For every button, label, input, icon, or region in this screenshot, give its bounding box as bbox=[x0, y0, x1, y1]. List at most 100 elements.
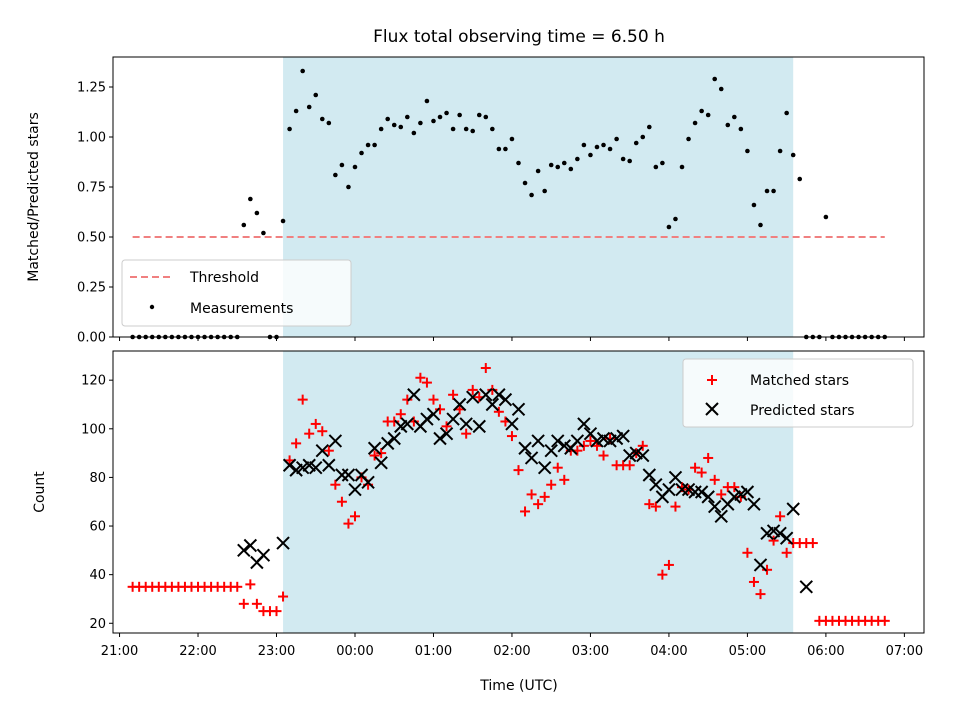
x-tick-label: 02:00 bbox=[493, 644, 530, 659]
x-tick-label: 03:00 bbox=[572, 644, 609, 659]
matched-stars-legend-swatch bbox=[707, 375, 717, 385]
measurement-point bbox=[568, 166, 574, 172]
matched-star-point bbox=[748, 576, 759, 587]
predicted-star-point bbox=[649, 477, 663, 492]
predicted-star-point bbox=[407, 388, 421, 402]
x-tick-label: 00:00 bbox=[336, 644, 373, 659]
measurement-point bbox=[319, 116, 325, 122]
matched-star-point bbox=[343, 518, 354, 529]
predicted-star-point bbox=[537, 460, 552, 475]
predicted-star-point bbox=[446, 412, 460, 426]
matched-star-point bbox=[578, 440, 589, 451]
predicted-star-point bbox=[662, 482, 676, 497]
bottom-y-axis-label: Count bbox=[32, 471, 48, 513]
matched-star-point bbox=[435, 404, 446, 415]
matched-star-point bbox=[310, 418, 321, 429]
matched-star-point bbox=[461, 428, 472, 439]
predicted-star-point bbox=[276, 536, 290, 550]
matched-star-point bbox=[650, 501, 661, 512]
measurement-point bbox=[457, 112, 462, 118]
observing-interval-shading-top bbox=[283, 57, 794, 337]
measurement-point bbox=[535, 168, 541, 174]
measurements-legend-swatch bbox=[149, 304, 155, 310]
predicted-star-point bbox=[479, 388, 493, 402]
predicted-star-point bbox=[675, 482, 689, 497]
predicted-star-point bbox=[570, 434, 585, 448]
matched-star-point bbox=[716, 489, 727, 500]
measurement-point bbox=[313, 92, 319, 98]
matched-star-point bbox=[775, 511, 786, 522]
matched-star-point bbox=[493, 406, 504, 417]
matched-star-point bbox=[552, 462, 563, 473]
measurement-point bbox=[352, 164, 358, 170]
observing-interval-band-top bbox=[283, 57, 794, 337]
predicted-star-point bbox=[636, 448, 650, 463]
predicted-star-point bbox=[492, 388, 506, 402]
predicted-star-point bbox=[616, 429, 630, 443]
measurement-point bbox=[647, 124, 652, 130]
predicted-star-point bbox=[708, 499, 722, 514]
predicted-star-point bbox=[341, 468, 356, 482]
measurement-point bbox=[306, 104, 312, 110]
measurement-point bbox=[476, 112, 482, 118]
predicted-star-point bbox=[387, 431, 401, 446]
matched-star-point bbox=[369, 450, 380, 461]
matched-star-point bbox=[441, 421, 452, 432]
measurement-point bbox=[418, 120, 423, 126]
predicted-star-point bbox=[380, 436, 395, 451]
bottom-y-tick-label: 120 bbox=[81, 374, 106, 389]
matched-star-point bbox=[395, 409, 406, 420]
top-panel: Flux total observing time = 6.50 h 0.000… bbox=[26, 27, 925, 346]
predicted-star-point bbox=[747, 497, 761, 511]
measurement-point bbox=[503, 146, 508, 152]
matched-star-point bbox=[762, 564, 773, 575]
measurement-point bbox=[692, 120, 698, 126]
bottom-legend-box bbox=[682, 358, 914, 428]
predicted-star-point bbox=[452, 397, 467, 412]
predicted-star-point bbox=[544, 443, 558, 458]
matched-star-point bbox=[591, 440, 602, 451]
measurement-point bbox=[437, 114, 443, 120]
measurement-point bbox=[758, 222, 763, 228]
predicted-star-point bbox=[753, 558, 768, 572]
measurement-point bbox=[699, 108, 704, 114]
matched-star-point bbox=[284, 455, 295, 466]
measurement-point bbox=[470, 128, 476, 134]
measurement-point bbox=[405, 114, 410, 120]
matched-star-point bbox=[238, 598, 249, 609]
x-tick-label: 23:00 bbox=[258, 644, 295, 659]
predicted-star-point bbox=[466, 390, 480, 404]
predicted-star-point bbox=[740, 485, 755, 499]
measurement-point bbox=[614, 136, 619, 142]
measurement-point bbox=[516, 160, 521, 166]
predicted-star-point bbox=[485, 397, 500, 412]
bottom-y-axis-ticks: 20 40 60 80 100 120 bbox=[81, 374, 113, 632]
measurement-point bbox=[346, 184, 351, 190]
top-y-axis-label: Matched/Predicted stars bbox=[26, 112, 42, 282]
matched-star-point bbox=[506, 431, 517, 442]
measurement-point bbox=[764, 188, 770, 194]
top-y-tick-label: 0.75 bbox=[77, 181, 106, 196]
x-tick-label: 05:00 bbox=[729, 644, 766, 659]
matched-star-point bbox=[663, 559, 674, 570]
measurement-point bbox=[601, 142, 606, 148]
predicted-star-point bbox=[511, 402, 526, 417]
top-y-tick-label: 0.00 bbox=[77, 331, 106, 346]
predicted-star-point bbox=[498, 392, 513, 407]
measurement-point bbox=[620, 156, 626, 162]
top-y-axis-ticks: 0.00 0.25 0.50 0.75 1.00 1.25 bbox=[77, 81, 113, 346]
measurement-point bbox=[463, 126, 469, 132]
matched-star-point bbox=[657, 569, 668, 580]
predicted-star-point bbox=[322, 458, 336, 472]
predicted-star-point bbox=[531, 434, 545, 448]
predicted-star-point bbox=[577, 417, 591, 431]
measurement-point bbox=[248, 196, 253, 202]
measurement-point bbox=[561, 160, 567, 166]
predicted-star-point bbox=[714, 509, 728, 524]
matched-star-point bbox=[585, 435, 596, 446]
matched-star-point bbox=[330, 479, 341, 490]
matched-star-point bbox=[559, 474, 570, 485]
predicted-star-point bbox=[701, 490, 715, 504]
measurement-point bbox=[712, 76, 718, 82]
